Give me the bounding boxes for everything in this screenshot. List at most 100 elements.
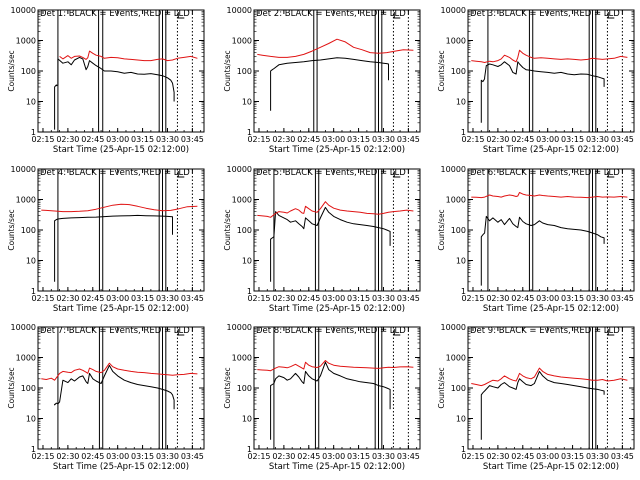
x-tick-label: 03:00 — [106, 452, 129, 461]
plot-frame — [37, 326, 205, 450]
y-axis-label: Counts/sec — [223, 50, 232, 91]
series-line-events — [480, 215, 605, 286]
x-tick-label: 03:45 — [397, 135, 420, 144]
x-tick-label: 02:30 — [272, 452, 295, 461]
y-tick-label: 10 — [26, 98, 36, 107]
y-tick-label: 10 — [456, 257, 466, 266]
y-tick-label: 10 — [26, 257, 36, 266]
y-axis-label: Counts/sec — [7, 209, 16, 250]
x-axis-label: Start Time (25-Apr-15 02:12:00) — [483, 462, 619, 472]
y-tick-label: 1000 — [16, 354, 36, 363]
x-tick-label: 03:15 — [131, 135, 154, 144]
y-axis-label: Counts/sec — [437, 367, 446, 408]
y-tick-label: 1000 — [446, 196, 466, 205]
y-tick-label: 10000 — [11, 6, 36, 15]
x-axis-label: Start Time (25-Apr-15 02:12:00) — [269, 304, 405, 314]
x-tick-label: 02:45 — [297, 452, 320, 461]
x-tick-label: 02:15 — [247, 294, 270, 303]
x-tick-label: 03:30 — [372, 135, 395, 144]
y-tick-label: 10000 — [227, 323, 252, 332]
y-tick-label: 10000 — [441, 6, 466, 15]
y-tick-label: 10 — [26, 415, 36, 424]
x-tick-label: 03:00 — [536, 135, 559, 144]
y-axis-label: Counts/sec — [223, 209, 232, 250]
series-line-events — [270, 206, 391, 282]
x-tick-label: 03:15 — [561, 452, 584, 461]
x-tick-label: 03:45 — [611, 135, 634, 144]
x-tick-label: 02:15 — [461, 294, 484, 303]
bracket-mark — [393, 12, 401, 19]
x-tick-label: 03:30 — [156, 452, 179, 461]
y-tick-label: 100 — [21, 384, 36, 393]
x-tick-label: 03:30 — [586, 135, 609, 144]
series-line-events — [480, 370, 605, 440]
bracket-mark — [393, 171, 401, 178]
bracket-mark — [607, 171, 615, 178]
y-tick-label: 1 — [461, 128, 466, 137]
plot-frame — [253, 9, 421, 133]
x-tick-label: 02:45 — [511, 294, 534, 303]
y-tick-label: 100 — [451, 67, 466, 76]
x-tick-label: 03:15 — [561, 294, 584, 303]
y-tick-label: 100 — [451, 384, 466, 393]
chart-title: Det 8: BLACK = Events, RED = LLD — [256, 326, 406, 336]
x-tick-label: 02:45 — [81, 135, 104, 144]
plot-frame — [467, 9, 635, 133]
series-line-lld — [257, 360, 414, 372]
x-tick-label: 03:00 — [322, 294, 345, 303]
x-tick-label: 03:30 — [156, 135, 179, 144]
y-tick-label: 10000 — [441, 323, 466, 332]
y-tick-label: 1 — [247, 445, 252, 454]
x-tick-label: 03:15 — [347, 135, 370, 144]
series-line-lld — [257, 38, 414, 58]
y-tick-label: 100 — [237, 67, 252, 76]
y-tick-label: 10 — [456, 415, 466, 424]
x-tick-label: 02:15 — [247, 135, 270, 144]
x-tick-label: 03:45 — [181, 135, 204, 144]
y-tick-label: 1 — [247, 128, 252, 137]
y-tick-label: 100 — [21, 226, 36, 235]
x-tick-label: 02:45 — [81, 452, 104, 461]
y-tick-label: 1 — [31, 445, 36, 454]
series-line-lld — [257, 201, 414, 218]
series-line-events — [270, 57, 389, 111]
x-tick-label: 02:15 — [31, 452, 54, 461]
series-line-lld — [471, 49, 628, 63]
y-tick-label: 100 — [451, 226, 466, 235]
y-tick-label: 10 — [456, 98, 466, 107]
x-tick-label: 03:30 — [156, 294, 179, 303]
x-tick-label: 03:30 — [372, 452, 395, 461]
y-tick-label: 100 — [21, 67, 36, 76]
x-tick-label: 02:15 — [31, 294, 54, 303]
y-tick-label: 10 — [242, 98, 252, 107]
x-tick-label: 02:45 — [81, 294, 104, 303]
x-axis-label: Start Time (25-Apr-15 02:12:00) — [53, 462, 189, 472]
bracket-mark — [607, 12, 615, 19]
x-tick-label: 03:00 — [106, 135, 129, 144]
x-axis-label: Start Time (25-Apr-15 02:12:00) — [269, 462, 405, 472]
x-tick-label: 03:30 — [586, 452, 609, 461]
chart-title: Det 1: BLACK = Events, RED = LLD — [40, 9, 190, 19]
series-line-events — [270, 361, 391, 440]
x-axis-label: Start Time (25-Apr-15 02:12:00) — [53, 145, 189, 155]
x-tick-label: 02:45 — [511, 135, 534, 144]
x-tick-label: 03:45 — [611, 452, 634, 461]
x-tick-label: 02:45 — [297, 294, 320, 303]
chart-title: Det 3: BLACK = Events, RED = LLD — [470, 9, 620, 19]
x-tick-label: 03:15 — [131, 452, 154, 461]
y-tick-label: 100 — [237, 226, 252, 235]
y-tick-label: 1000 — [232, 354, 252, 363]
x-tick-label: 03:30 — [586, 294, 609, 303]
y-tick-label: 10000 — [227, 6, 252, 15]
x-tick-label: 03:15 — [131, 294, 154, 303]
x-tick-label: 02:30 — [486, 135, 509, 144]
chart-title: Det 2: BLACK = Events, RED = LLD — [256, 9, 406, 19]
x-tick-label: 02:45 — [511, 452, 534, 461]
y-tick-label: 1000 — [16, 37, 36, 46]
